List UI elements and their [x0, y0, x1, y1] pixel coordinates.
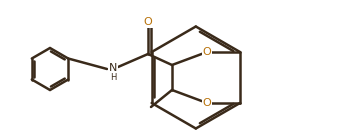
Text: O: O — [202, 98, 211, 108]
Text: H: H — [110, 72, 116, 82]
Text: N: N — [109, 63, 117, 73]
Text: O: O — [144, 17, 152, 27]
Text: O: O — [202, 47, 211, 57]
